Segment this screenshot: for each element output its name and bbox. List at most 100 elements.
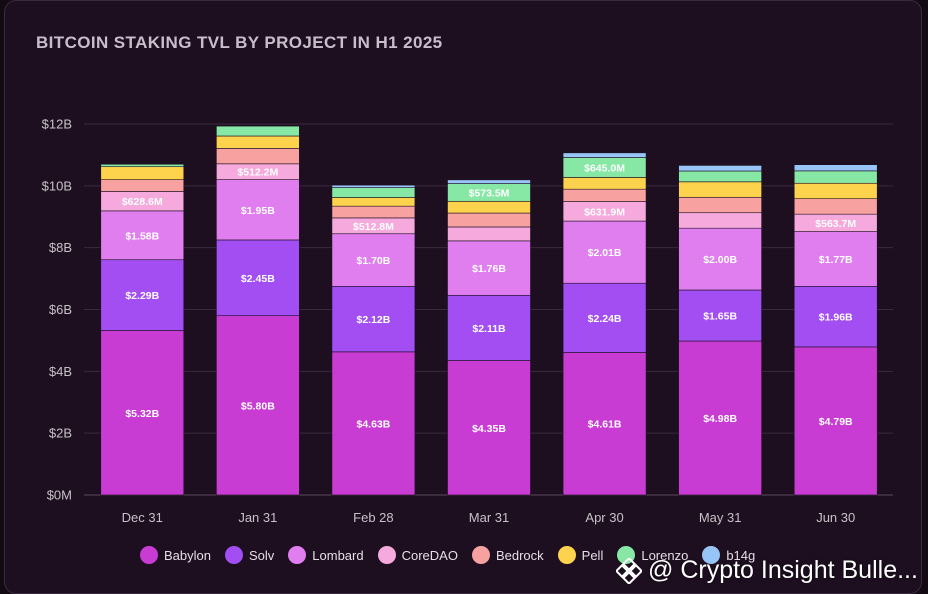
bar-segment-pell bbox=[562, 177, 647, 190]
bar-segment-babylon bbox=[793, 346, 878, 496]
bar-value-label: $631.9M bbox=[584, 206, 625, 218]
bar-value-label: $5.80B bbox=[241, 400, 275, 412]
x-tick-label: Dec 31 bbox=[122, 510, 163, 525]
x-tick-label: Feb 28 bbox=[353, 510, 393, 525]
bar-value-label: $1.58B bbox=[125, 230, 159, 242]
legend-item[interactable]: Solv bbox=[224, 546, 275, 564]
bar-value-label: $4.63B bbox=[356, 418, 390, 430]
bar-value-label: $512.8M bbox=[353, 221, 394, 233]
bar-value-label: $2.24B bbox=[588, 313, 622, 325]
chart-legend: Babylon Solv Lombard CoreDAO Bedrock Pell Lore… bbox=[140, 544, 755, 566]
bar-value-label: $4.79B bbox=[819, 416, 853, 428]
legend-swatch-icon bbox=[288, 546, 307, 564]
legend-swatch-icon bbox=[377, 546, 396, 564]
x-tick-label: Jun 30 bbox=[816, 510, 855, 525]
bar-segment-bedrock bbox=[216, 148, 300, 165]
bar-value-label: $1.70B bbox=[356, 255, 390, 267]
legend-label: Babylon bbox=[164, 547, 211, 563]
bar-value-label: $645.0M bbox=[584, 162, 625, 174]
bar-segment-coredao bbox=[678, 212, 762, 229]
bar-segment-coredao bbox=[447, 226, 531, 242]
bar-segment-solv bbox=[216, 239, 300, 316]
x-tick-label: May 31 bbox=[699, 510, 742, 525]
legend-item[interactable]: Lombard bbox=[288, 546, 364, 564]
legend-swatch-icon bbox=[557, 546, 576, 564]
bar-segment-bedrock bbox=[793, 198, 878, 215]
bar-segment-b14g bbox=[678, 165, 762, 172]
bar-value-label: $563.7M bbox=[815, 218, 856, 230]
bar-segment-bedrock bbox=[447, 212, 531, 228]
bar-segment-lorenzo bbox=[100, 163, 185, 168]
y-tick-label: $8B bbox=[49, 240, 72, 255]
bar-segment-pell bbox=[100, 166, 185, 180]
legend-swatch-icon bbox=[702, 546, 721, 564]
bar-value-label: $4.61B bbox=[588, 419, 622, 431]
bar-segment-lorenzo bbox=[678, 170, 762, 183]
legend-label: Solv bbox=[248, 547, 275, 563]
bar-segment-solv bbox=[331, 286, 416, 353]
bar-value-label: $5.32B bbox=[125, 408, 159, 420]
bar-segment-pell bbox=[678, 181, 762, 198]
y-tick-label: $10B bbox=[42, 178, 72, 193]
bar-value-label: $1.65B bbox=[703, 311, 737, 323]
watermark: @ Crypto Insight Bulle... bbox=[616, 556, 918, 585]
legend-item[interactable]: b14g bbox=[702, 546, 755, 564]
bar-segment-babylon bbox=[447, 360, 531, 496]
chart-title: BITCOIN STAKING TVL BY PROJECT IN H1 202… bbox=[36, 33, 443, 52]
bar-segment-lorenzo bbox=[331, 187, 416, 198]
bar-value-label: $2.29B bbox=[125, 290, 159, 302]
y-tick-label: $0M bbox=[47, 488, 72, 503]
y-tick-label: $12B bbox=[42, 117, 72, 132]
bar-value-label: $1.96B bbox=[819, 312, 853, 324]
legend-label: Lorenzo bbox=[641, 547, 689, 563]
bar-segment-babylon bbox=[331, 351, 416, 496]
bar-segment-pell bbox=[216, 135, 300, 149]
bar-segment-solv bbox=[678, 289, 762, 342]
bar-segment-b14g bbox=[793, 164, 878, 172]
legend-swatch-icon bbox=[140, 546, 158, 564]
bar-segment-solv bbox=[100, 259, 185, 331]
binance-logo-icon bbox=[616, 557, 642, 584]
bar-segment-lombard bbox=[447, 240, 531, 296]
bar-segment-lombard bbox=[562, 220, 647, 284]
bar-segment-lombard bbox=[331, 233, 416, 287]
bar-segment-babylon bbox=[678, 340, 762, 496]
legend-swatch-icon bbox=[471, 546, 490, 564]
legend-item[interactable]: Bedrock bbox=[471, 546, 544, 564]
bar-value-label: $628.6M bbox=[122, 196, 163, 208]
bar-value-label: $2.11B bbox=[472, 323, 506, 335]
bar-segment-babylon bbox=[100, 330, 185, 496]
legend-label: CoreDAO bbox=[401, 547, 458, 563]
bar-segment-b14g bbox=[562, 152, 647, 158]
bar-segment-b14g bbox=[331, 184, 416, 188]
bar-segment-lorenzo bbox=[216, 125, 300, 137]
bar-value-label: $512.2M bbox=[237, 167, 278, 179]
bar-value-label: $1.77B bbox=[819, 254, 853, 266]
legend-item[interactable]: CoreDAO bbox=[377, 546, 458, 564]
bar-segment-bedrock bbox=[562, 188, 647, 202]
bar-value-label: $1.95B bbox=[241, 205, 275, 217]
bar-segment-lombard bbox=[678, 227, 762, 291]
y-tick-label: $6B bbox=[49, 302, 72, 317]
bar-segment-lombard bbox=[793, 231, 878, 287]
bar-value-label: $2.01B bbox=[588, 247, 622, 259]
bar-segment-solv bbox=[562, 282, 647, 353]
legend-item[interactable]: Lorenzo bbox=[617, 546, 688, 564]
bar-segment-solv bbox=[447, 294, 531, 361]
bar-value-label: $2.12B bbox=[356, 314, 390, 326]
legend-label: b14g bbox=[726, 547, 756, 563]
legend-item[interactable]: Pell bbox=[557, 546, 603, 564]
bar-value-label: $4.98B bbox=[703, 413, 737, 425]
legend-label: Bedrock bbox=[495, 547, 544, 563]
bar-segment-bedrock bbox=[678, 196, 762, 214]
bar-segment-lorenzo bbox=[793, 170, 878, 184]
x-tick-label: Jan 31 bbox=[238, 510, 277, 525]
bar-segment-lombard bbox=[216, 179, 300, 241]
x-tick-label: Mar 31 bbox=[469, 510, 509, 525]
legend-item[interactable]: Babylon bbox=[140, 546, 211, 564]
bar-segment-pell bbox=[331, 197, 416, 207]
bar-segment-babylon bbox=[562, 352, 647, 496]
x-tick-label: Apr 30 bbox=[585, 510, 623, 525]
watermark-text: @ Crypto Insight Bulle... bbox=[648, 556, 918, 584]
